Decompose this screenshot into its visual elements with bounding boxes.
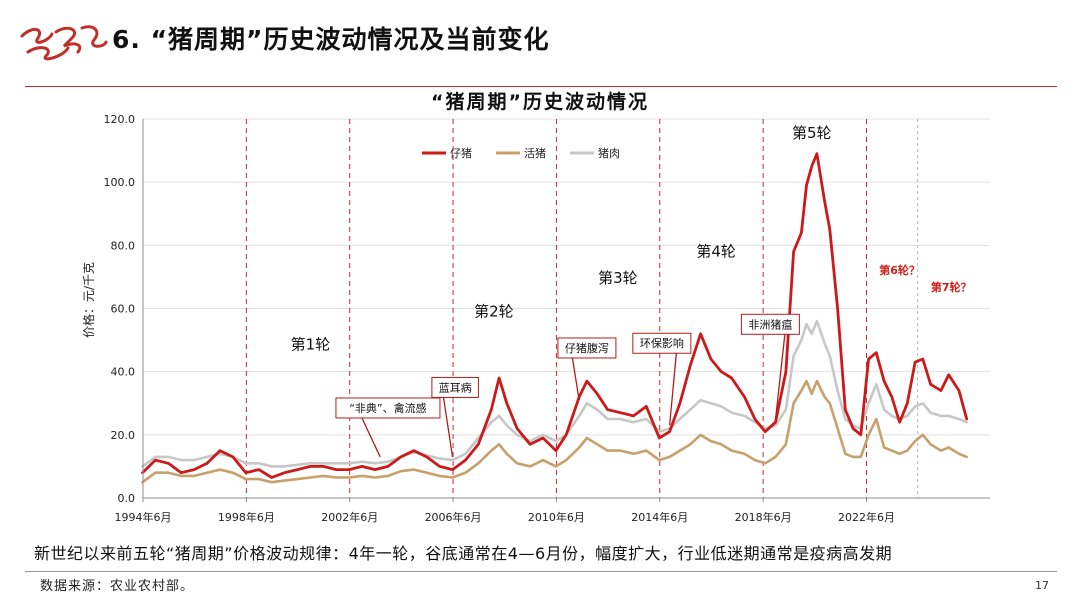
x-tick-label: 1994年6月 — [115, 510, 172, 524]
header-divider — [25, 86, 1057, 87]
chart-legend: 仔猪 活猪 猪肉 — [422, 147, 620, 160]
y-tick-label: 120.0 — [104, 113, 136, 126]
x-tick-label: 2010年6月 — [528, 510, 585, 524]
page-number: 17 — [1035, 579, 1049, 592]
callout-leader-env-protection — [668, 353, 677, 426]
x-tick-label: 2002年6月 — [321, 510, 378, 524]
annotation-round-5: 第5轮 — [792, 124, 832, 142]
annotation-round-4: 第4轮 — [696, 242, 736, 260]
callout-label-blue-ear: 蓝耳病 — [439, 380, 472, 394]
x-tick-label: 1998年6月 — [218, 510, 275, 524]
callout-label-env-protection: 环保影响 — [640, 336, 684, 350]
annotation-round-6: 第6轮？ — [879, 263, 920, 277]
axes: 0.0 20.0 40.0 60.0 80.0 100.0 120.0 1994年6月 1998… — [104, 113, 990, 524]
x-tick-label: 2006年6月 — [425, 510, 482, 524]
x-tick-label: 2014年6月 — [631, 510, 688, 524]
x-tick-label: 2022年6月 — [838, 510, 895, 524]
x-tick-label: 2018年6月 — [735, 510, 792, 524]
annotation-round-2: 第2轮 — [474, 302, 514, 320]
annotation-round-7: 第7轮？ — [931, 280, 972, 294]
callout-label-african-swine-fever: 非洲猪瘟 — [748, 317, 792, 331]
y-tick-label: 100.0 — [104, 176, 136, 189]
y-tick-label: 20.0 — [111, 429, 136, 442]
series-lines — [141, 152, 969, 484]
y-tick-label: 80.0 — [111, 239, 136, 252]
company-logo — [20, 25, 108, 61]
chart-title: “猪周期”历史波动情况 — [431, 91, 649, 113]
cycle-dividers — [245, 119, 919, 498]
callout-box-env-protection — [632, 332, 692, 354]
callout-box-blue-ear — [431, 376, 479, 398]
callout-leader-sars-avian-flu — [361, 417, 381, 458]
callout-label-piglet-diarrhea: 仔猪腹泻 — [565, 341, 609, 355]
callout-label-sars-avian-flu: “非典”、禽流感 — [349, 401, 426, 415]
callout-box-piglet-diarrhea — [557, 337, 617, 359]
summary-text: 新世纪以来前五轮“猪周期”价格波动规律：4年一轮，谷底通常在4—6月份，幅度扩大… — [34, 544, 893, 563]
annotation-round-1: 第1轮 — [291, 336, 331, 354]
grid-lines — [143, 118, 990, 499]
callout-leader-piglet-diarrhea — [571, 357, 580, 401]
y-tick-label: 40.0 — [111, 366, 136, 379]
callout-box-sars-avian-flu — [335, 397, 441, 419]
page-title: 6. “猪周期”历史波动情况及当前变化 — [112, 25, 550, 54]
y-axis-label: 价格：元/千克 — [81, 262, 96, 338]
footer-divider — [25, 571, 1057, 572]
legend-label-1: 活猪 — [524, 147, 546, 160]
callout-leader-african-swine-fever — [774, 334, 786, 420]
annotation-round-3: 第3轮 — [598, 269, 638, 287]
price-chart: 0.0 20.0 40.0 60.0 80.0 100.0 120.0 1994年6月 1998… — [81, 113, 990, 524]
callout-leader-blue-ear — [442, 397, 454, 458]
y-tick-label: 60.0 — [111, 303, 136, 316]
data-source: 数据来源：农业农村部。 — [40, 579, 195, 594]
y-tick-label: 0.0 — [118, 492, 136, 505]
legend-label-0: 仔猪 — [450, 147, 472, 160]
callout-box-african-swine-fever — [740, 313, 800, 335]
series-line-1 — [141, 379, 968, 484]
legend-label-2: 猪肉 — [598, 147, 620, 160]
series-line-0 — [141, 152, 969, 479]
